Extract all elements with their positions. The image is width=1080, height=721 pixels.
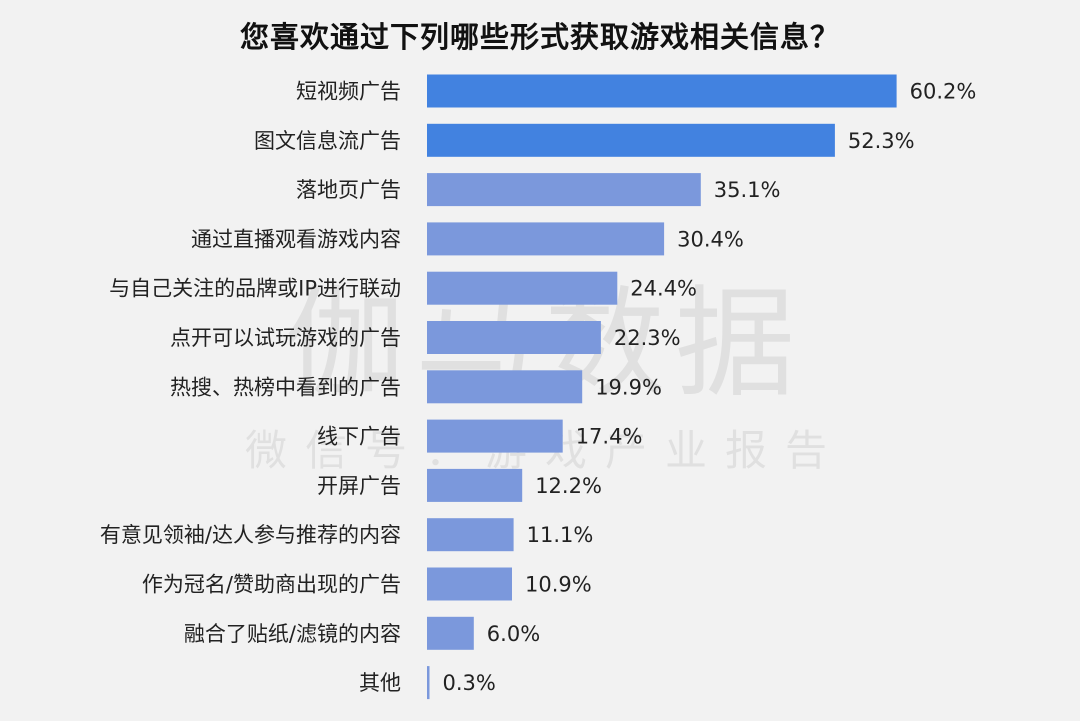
value-label-6: 22.3% bbox=[614, 326, 681, 350]
value-labels: 60.2% 52.3% 35.1% 30.4% 24.4% 22.3% 19.9% 17.4%… bbox=[443, 80, 977, 696]
value-label-9: 12.2% bbox=[535, 474, 602, 498]
category-label-1: 短视频广告 bbox=[296, 80, 401, 104]
bar-10 bbox=[427, 518, 514, 552]
chart-title: 您喜欢通过下列哪些形式获取游戏相关信息？ bbox=[239, 20, 840, 54]
bar-12 bbox=[427, 616, 474, 650]
category-label-3: 落地页广告 bbox=[296, 178, 401, 202]
bar-9 bbox=[427, 468, 523, 502]
bar-3 bbox=[427, 173, 701, 207]
category-label-9: 开屏广告 bbox=[317, 474, 401, 498]
category-label-6: 点开可以试玩游戏的广告 bbox=[170, 326, 401, 350]
bar-8 bbox=[427, 419, 563, 453]
value-label-10: 11.1% bbox=[527, 523, 594, 547]
bar-5 bbox=[427, 271, 618, 305]
bar-7 bbox=[427, 370, 583, 404]
bar-11 bbox=[427, 567, 512, 601]
category-label-2: 图文信息流广告 bbox=[254, 129, 401, 153]
value-label-11: 10.9% bbox=[525, 573, 592, 597]
value-label-7: 19.9% bbox=[595, 375, 662, 399]
bars-group bbox=[427, 74, 897, 700]
value-label-5: 24.4% bbox=[630, 277, 697, 301]
category-label-11: 作为冠名/赞助商出现的广告 bbox=[142, 573, 401, 597]
value-label-3: 35.1% bbox=[714, 178, 781, 202]
bar-2 bbox=[427, 123, 835, 157]
bar-6 bbox=[427, 321, 601, 354]
category-label-7: 热搜、热榜中看到的广告 bbox=[170, 375, 401, 399]
category-labels: 短视频广告图文信息流广告落地页广告通过直播观看游戏内容与自己关注的品牌或IP进行… bbox=[100, 80, 401, 696]
value-label-1: 60.2% bbox=[910, 80, 977, 104]
category-label-4: 通过直播观看游戏内容 bbox=[191, 227, 401, 251]
value-label-12: 6.0% bbox=[487, 622, 540, 646]
value-label-4: 30.4% bbox=[677, 227, 744, 251]
bar-1 bbox=[427, 74, 897, 108]
category-label-10: 有意见领袖/达人参与推荐的内容 bbox=[100, 523, 401, 547]
category-label-12: 融合了贴纸/滤镜的内容 bbox=[184, 622, 401, 646]
value-label-2: 52.3% bbox=[848, 129, 915, 153]
category-label-13: 其他 bbox=[359, 671, 401, 695]
value-label-8: 17.4% bbox=[576, 425, 643, 449]
category-label-5: 与自己关注的品牌或IP进行联动 bbox=[109, 277, 401, 301]
bar-13 bbox=[427, 666, 430, 700]
value-label-13: 0.3% bbox=[443, 671, 496, 695]
category-label-8: 线下广告 bbox=[317, 425, 401, 449]
bar-4 bbox=[427, 222, 665, 256]
